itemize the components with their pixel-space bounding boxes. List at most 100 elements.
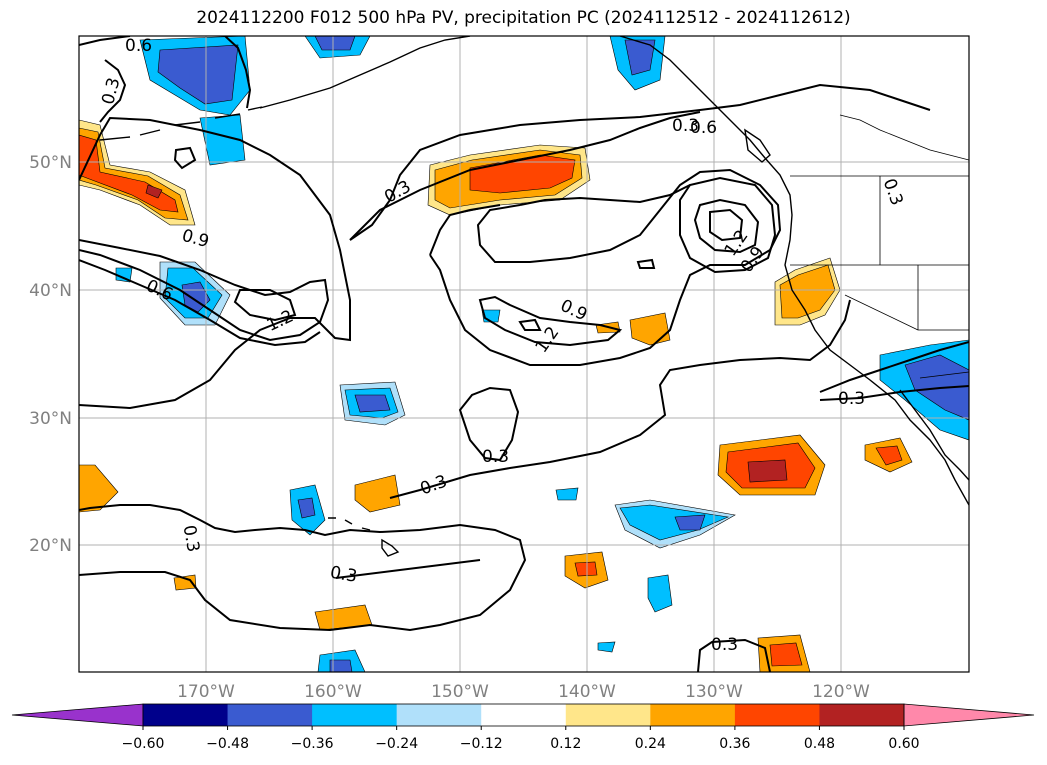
precip-negative-core — [314, 36, 356, 51]
precip-negative-core — [674, 514, 706, 531]
precip-positive-core — [574, 561, 598, 577]
precip-negative-area — [597, 641, 616, 653]
colorbar-segment — [396, 704, 482, 726]
pv-contour — [458, 386, 520, 462]
map-title: 2024112200 F012 500 hPa PV, precipitatio… — [196, 8, 851, 28]
lat-label: 50°N — [29, 153, 72, 173]
pv-contour — [429, 168, 782, 366]
colorbar-extend-low — [11, 703, 144, 727]
lon-label: 130°W — [685, 682, 743, 702]
pv-contour-label: 0.3 — [482, 447, 509, 467]
pv-contour — [173, 146, 197, 170]
precip-positive-core — [769, 642, 803, 667]
pv-contour — [233, 289, 297, 322]
pv-contour-label: 0.6 — [690, 118, 717, 138]
pv-contour — [697, 638, 771, 672]
pv-contour — [79, 504, 527, 632]
baja-coast — [899, 389, 969, 481]
precip-negative-area — [115, 267, 133, 283]
pv-contour — [478, 295, 623, 347]
plot-frame — [78, 35, 970, 673]
precip-negative-area — [555, 487, 579, 501]
pv-contour-label: 0.3 — [328, 563, 358, 587]
coastlines — [99, 36, 969, 557]
colorbar-tick-label: 0.36 — [719, 736, 750, 752]
colorbar-tick-label: −0.60 — [122, 736, 165, 752]
precip-positive-peak — [747, 459, 788, 483]
pv-contour — [389, 299, 851, 499]
colorbar: −0.60 −0.48 −0.36 −0.24 −0.12 0.12 0.24 0.36 0.4… — [11, 703, 1035, 752]
pv-contour-labels: 0.6 0.3 0.3 0.9 0.6 1.2 0.3 0.9 1.2 0.6 … — [98, 36, 907, 655]
longitude-labels: 170°W 160°W 150°W 140°W 130°W 120°W — [177, 682, 870, 702]
vancouver-island — [744, 128, 771, 163]
pv-contours — [79, 36, 969, 672]
pv-contour-label: 0.3 — [711, 635, 738, 655]
pv-contour — [349, 83, 931, 241]
pv-contour — [679, 176, 777, 274]
lon-label: 160°W — [304, 682, 362, 702]
colorbar-segment — [227, 704, 313, 726]
pv-contour — [335, 559, 481, 579]
pv-contour-label: 0.3 — [672, 116, 699, 136]
political-borders — [790, 114, 969, 379]
plot-area: 0.6 0.3 0.3 0.9 0.6 1.2 0.3 0.9 1.2 0.6 … — [79, 36, 969, 672]
pv-contour — [819, 385, 969, 401]
pv-contour — [429, 204, 501, 256]
latitude-labels: 50°N 40°N 30°N 20°N — [29, 153, 72, 556]
pv-contour — [819, 341, 969, 393]
precip-negative-core — [157, 44, 239, 105]
colorbar-tick-label: −0.24 — [375, 736, 418, 752]
aleutian-islands — [99, 106, 263, 141]
colorbar-segment — [819, 704, 905, 726]
pv-contour — [693, 198, 760, 254]
pv-contour-label: 0.6 — [125, 36, 152, 56]
pv-contour — [79, 116, 351, 410]
precip-positive-area — [79, 464, 119, 513]
colorbar-tick-label: 0.60 — [888, 736, 919, 752]
lat-label: 30°N — [29, 409, 72, 429]
lat-label: 40°N — [29, 281, 72, 301]
precip-negative-area — [647, 574, 673, 613]
lon-label: 170°W — [177, 682, 235, 702]
precip-positive-area — [779, 264, 836, 319]
lon-label: 150°W — [431, 682, 489, 702]
pv-contour — [79, 239, 330, 342]
colorbar-tick-label: 0.48 — [804, 736, 835, 752]
pv-contour — [224, 36, 252, 109]
colorbar-tick-label: −0.48 — [206, 736, 249, 752]
colorbar-segment — [312, 704, 398, 726]
precip-positive-core — [875, 445, 903, 466]
lon-label: 140°W — [558, 682, 616, 702]
pv-contour — [349, 111, 701, 241]
colorbar-segment — [650, 704, 736, 726]
precip-negative-core — [329, 659, 353, 672]
colorbar-segment — [565, 704, 651, 726]
precip-negative-core — [297, 497, 316, 519]
precip-positive-area — [354, 474, 401, 513]
colorbar-extend-high — [903, 703, 1035, 727]
colorbar-tick-label: −0.12 — [460, 736, 503, 752]
pv-contour — [79, 259, 321, 347]
pv-contour — [519, 184, 691, 206]
colorbar-segment — [481, 704, 567, 726]
state-borders — [790, 176, 969, 379]
precip-positive-peak — [145, 184, 163, 199]
pv-contour — [709, 208, 744, 242]
graticule — [79, 36, 969, 672]
alaska-southeast-coast — [619, 36, 969, 506]
precip-positive-area — [629, 312, 671, 346]
precip-negative-core — [354, 394, 391, 413]
pv-contour — [99, 59, 127, 123]
colorbar-tick-label: 0.24 — [635, 736, 666, 752]
colorbar-tick-label: −0.36 — [291, 736, 334, 752]
pv-contour — [79, 36, 131, 46]
precip-negative-core — [624, 39, 656, 76]
colorbar-tick-label: 0.12 — [550, 736, 581, 752]
lon-label: 120°W — [812, 682, 870, 702]
colorbar-segment — [143, 704, 229, 726]
pv-contour — [518, 318, 542, 331]
alaska-peninsula-coast — [259, 36, 471, 109]
pv-contour — [636, 258, 656, 269]
pv-contour-label: 0.3 — [179, 524, 203, 554]
